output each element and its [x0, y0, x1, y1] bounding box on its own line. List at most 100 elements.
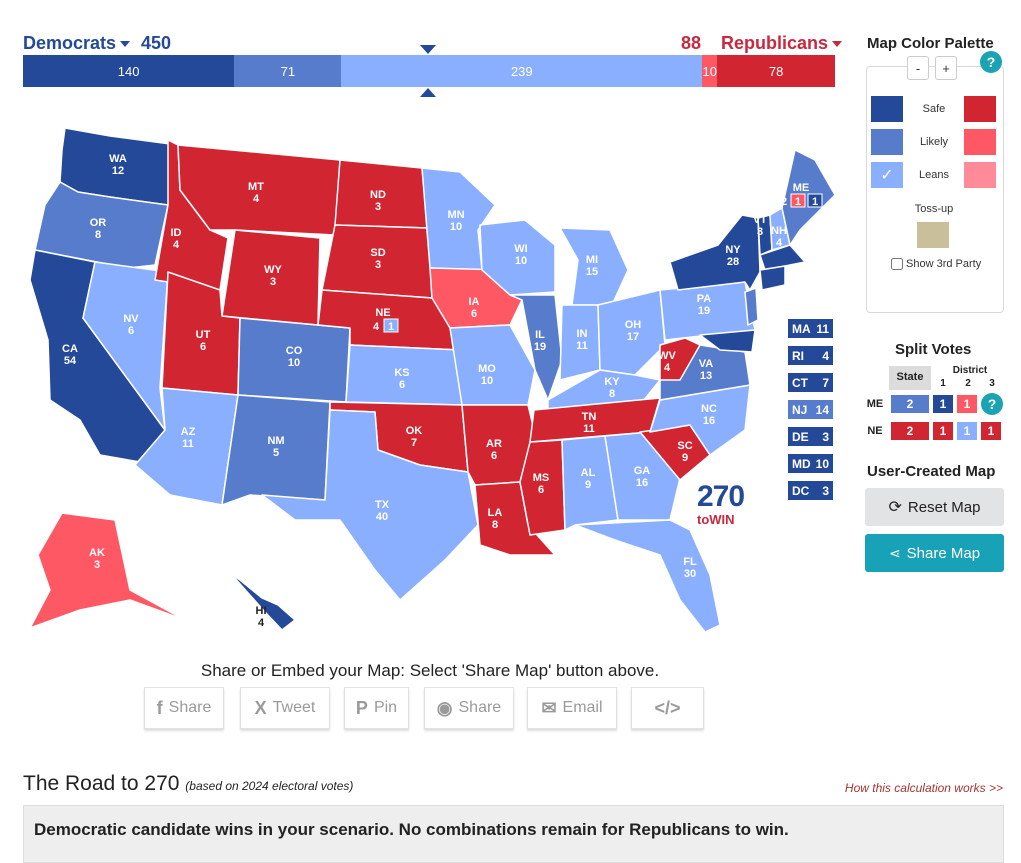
zoom-out-button[interactable]: - [907, 56, 929, 80]
label-la-abbr: LA [488, 507, 503, 519]
chevron-down-icon [120, 41, 131, 48]
share-button-5[interactable]: </> [631, 687, 704, 729]
split-ne-state[interactable]: 2 [891, 422, 929, 440]
share-button-2[interactable]: P Pin [344, 687, 409, 729]
third-party-toggle[interactable]: Show 3rd Party [891, 258, 981, 270]
label-ok-abbr: OK [406, 425, 423, 437]
label-mt-abbr: MT [248, 181, 264, 193]
me-district-1-box[interactable] [807, 193, 823, 208]
label-me-abbr: ME [793, 182, 810, 194]
label-tn-abbr: TN [582, 411, 597, 423]
split-ne-d3[interactable]: 1 [981, 422, 1001, 440]
state-box-ma[interactable]: MA 11 [787, 318, 834, 339]
share-map-button[interactable]: ⋖ Share Map [865, 534, 1004, 572]
tally-segment: 78 [717, 55, 835, 87]
road-subtitle: (based on 2024 electoral votes) [185, 779, 354, 793]
label-ky-votes: 8 [609, 388, 615, 400]
state-nv[interactable] [82, 261, 169, 431]
swatch-rep-likely[interactable] [964, 129, 996, 155]
swatch-dem-likely[interactable] [871, 129, 903, 155]
split-ne-d2[interactable]: 1 [957, 422, 977, 440]
state-md[interactable] [699, 329, 756, 353]
state-box-ri[interactable]: RI 4 [787, 345, 834, 366]
label-wv-votes: 4 [664, 362, 671, 374]
state-or[interactable] [34, 181, 169, 269]
state-wi[interactable] [479, 219, 556, 296]
state-box-dc[interactable]: DC 3 [787, 480, 834, 501]
label-al-abbr: AL [581, 467, 596, 479]
state-mo[interactable] [449, 324, 536, 406]
palette-help-icon[interactable]: ? [980, 51, 1002, 73]
refresh-icon: ⟳ [888, 499, 902, 516]
label-wa-votes: 12 [112, 165, 124, 177]
democrats-dropdown[interactable]: Democrats [23, 33, 131, 54]
state-box-ct[interactable]: CT 7 [787, 372, 834, 393]
calculation-link[interactable]: How this calculation works >> [844, 781, 1003, 795]
state-ms[interactable] [519, 439, 566, 536]
label-va-votes: 13 [700, 370, 712, 382]
label-ut-votes: 6 [200, 341, 206, 353]
label-fl-votes: 30 [684, 568, 696, 580]
third-party-checkbox[interactable] [891, 258, 903, 270]
swatch-rep-safe[interactable] [964, 96, 996, 122]
state-box-md[interactable]: MD 10 [787, 453, 834, 474]
zoom-in-button[interactable]: + [935, 56, 957, 80]
label-wa-abbr: WA [109, 153, 127, 165]
share-button-label: Share [458, 699, 502, 716]
split-me-d2[interactable]: 1 [957, 395, 977, 413]
state-fl[interactable] [574, 519, 721, 633]
share-button-4[interactable]: ✉ Email [527, 687, 617, 729]
state-ak[interactable] [29, 512, 186, 629]
split-help-icon[interactable]: ? [981, 393, 1003, 415]
split-votes-title: Split Votes [895, 341, 972, 358]
share-button-label: Pin [373, 699, 398, 716]
split-me-d1[interactable]: 1 [933, 395, 953, 413]
label-ne-abbr: NE [375, 307, 390, 319]
state-wv[interactable] [659, 337, 701, 381]
district-header: District [952, 365, 988, 376]
state-box-de[interactable]: DE 3 [787, 426, 834, 447]
label-co-abbr: CO [286, 345, 303, 357]
reset-map-button[interactable]: ⟳ Reset Map [865, 488, 1004, 526]
state-ma[interactable] [759, 244, 806, 271]
state-hi[interactable] [231, 574, 296, 631]
split-ne-d1[interactable]: 1 [933, 422, 953, 440]
republicans-dropdown[interactable]: Republicans [721, 33, 843, 54]
tally-segment: 10 [702, 55, 718, 87]
state-box-nj[interactable]: NJ 14 [787, 399, 834, 420]
state-tx[interactable] [261, 409, 479, 601]
label-ok-votes: 7 [411, 437, 417, 449]
tally-segment: 71 [234, 55, 342, 87]
split-row-ne-label: NE [867, 425, 883, 437]
state-box-votes: 14 [815, 402, 829, 417]
swatch-dem-safe[interactable] [871, 96, 903, 122]
label-tx-votes: 40 [376, 511, 388, 523]
label-az-abbr: AZ [181, 426, 196, 438]
email-icon: ✉ [541, 697, 557, 718]
state-al[interactable] [561, 435, 619, 531]
ne-district-box[interactable] [383, 318, 399, 333]
share-button-0[interactable]: f Share [144, 687, 224, 729]
me-district-2-box[interactable] [790, 193, 806, 208]
label-nh-abbr: NH [771, 225, 787, 237]
270-marker-bottom-icon [420, 88, 436, 97]
share-button-1[interactable]: X Tweet [240, 687, 330, 729]
label-ks-votes: 6 [399, 379, 405, 391]
state-box-abbr: MA [792, 321, 811, 336]
state-oh[interactable] [597, 289, 666, 376]
state-box-votes: 3 [822, 483, 829, 498]
state-ny[interactable] [669, 214, 761, 291]
label-ny-abbr: NY [725, 244, 741, 256]
state-nj[interactable] [744, 287, 759, 326]
state-ct[interactable] [759, 265, 786, 291]
label-al-votes: 9 [585, 479, 591, 491]
label-mn-votes: 10 [450, 221, 462, 233]
swatch-dem-leans[interactable]: ✓ [871, 162, 903, 188]
state-box-votes: 10 [815, 456, 829, 471]
split-me-state[interactable]: 2 [891, 395, 929, 413]
swatch-tossup[interactable] [917, 222, 949, 248]
share-button-3[interactable]: ◉ Share [424, 687, 514, 729]
swatch-rep-leans[interactable] [964, 162, 996, 188]
safe-label: Safe [922, 103, 946, 115]
label-ia-abbr: IA [469, 296, 480, 308]
